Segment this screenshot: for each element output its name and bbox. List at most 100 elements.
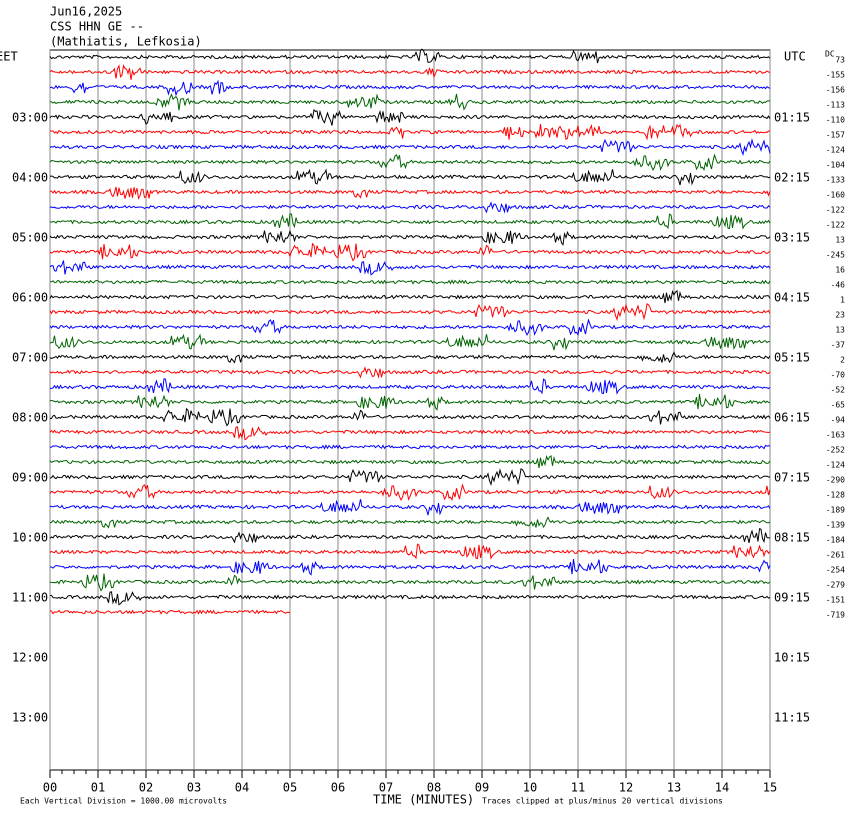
left-time: 06:00 [12, 291, 48, 305]
clip-note: Traces clipped at plus/minus 20 vertical… [482, 797, 723, 806]
right-time: 05:15 [774, 351, 810, 365]
dc-offset: -128 [826, 491, 845, 500]
right-time: 04:15 [774, 291, 810, 305]
left-zone: EET [0, 50, 18, 64]
trace [49, 186, 771, 200]
trace [49, 333, 771, 351]
dc-offset: -124 [826, 461, 845, 470]
title-line: Jun16,2025 [50, 5, 122, 19]
x-tick-label: 11 [571, 781, 585, 795]
dc-offset: -65 [831, 401, 846, 410]
trace [49, 213, 771, 230]
dc-offset: -94 [831, 416, 846, 425]
right-time: 07:15 [774, 471, 810, 485]
trace [49, 48, 771, 64]
right-time: 01:15 [774, 111, 810, 125]
dc-offset: -189 [826, 506, 845, 515]
dc-offset: 23 [835, 311, 845, 320]
trace [49, 543, 771, 560]
x-tick-label: 15 [763, 781, 777, 795]
trace [49, 64, 771, 80]
trace [49, 394, 771, 411]
left-time: 04:00 [12, 171, 48, 185]
left-time: 05:00 [12, 231, 48, 245]
dc-offset: -155 [826, 71, 845, 80]
trace [49, 516, 771, 529]
right-time: 08:15 [774, 531, 810, 545]
dc-offset: -157 [826, 131, 845, 140]
dc-offset: -156 [826, 86, 845, 95]
dc-offset: -279 [826, 581, 845, 590]
left-time: 11:00 [12, 591, 48, 605]
x-tick-label: 04 [235, 781, 249, 795]
left-time: 10:00 [12, 531, 48, 545]
trace [50, 609, 291, 615]
dc-offset: -52 [831, 386, 846, 395]
x-tick-label: 00 [43, 781, 57, 795]
trace [49, 229, 771, 246]
title-line: (Mathiatis, Lefkosia) [50, 35, 202, 49]
scale-note: Each Vertical Division = 1000.00 microvo… [20, 797, 227, 806]
left-time: 13:00 [12, 711, 48, 725]
dc-offset: -163 [826, 431, 845, 440]
dc-offset: -139 [826, 521, 845, 530]
x-tick-label: 01 [91, 781, 105, 795]
trace [49, 426, 771, 441]
dc-offset: -133 [826, 176, 845, 185]
trace [49, 454, 771, 469]
right-time: 02:15 [774, 171, 810, 185]
x-tick-label: 10 [523, 781, 537, 795]
trace [49, 444, 771, 450]
right-time: 09:15 [774, 591, 810, 605]
trace [49, 303, 771, 321]
x-tick-label: 08 [427, 781, 441, 795]
dc-offset: -37 [831, 341, 846, 350]
x-tick-label: 03 [187, 781, 201, 795]
trace [49, 260, 771, 276]
x-tick-label: 09 [475, 781, 489, 795]
x-tick-label: 14 [715, 781, 729, 795]
dc-label: DC [825, 50, 835, 59]
trace [50, 559, 771, 576]
trace [49, 108, 771, 126]
dc-offset: 16 [835, 266, 845, 275]
trace [49, 573, 771, 592]
dc-offset: -46 [831, 281, 846, 290]
dc-offset: -254 [826, 566, 845, 575]
trace [49, 483, 771, 502]
right-time: 10:15 [774, 651, 810, 665]
dc-offset: 13 [835, 326, 845, 335]
dc-offset: -184 [826, 536, 845, 545]
trace [49, 468, 771, 486]
trace [49, 351, 771, 364]
dc-offset: 2 [840, 356, 845, 365]
dc-offset: -122 [826, 221, 845, 230]
dc-offset: 13 [835, 236, 845, 245]
trace [49, 123, 771, 141]
trace [49, 499, 771, 516]
right-time: 06:15 [774, 411, 810, 425]
right-time: 03:15 [774, 231, 810, 245]
dc-offset: -261 [826, 551, 845, 560]
left-time: 08:00 [12, 411, 48, 425]
plot-frame [49, 49, 771, 771]
left-time: 12:00 [12, 651, 48, 665]
left-time: 07:00 [12, 351, 48, 365]
dc-offset: -290 [826, 476, 845, 485]
x-tick-label: 07 [379, 781, 393, 795]
trace [49, 366, 771, 379]
trace [49, 591, 771, 606]
dc-offset: -113 [826, 101, 845, 110]
dc-offset: -245 [826, 251, 845, 260]
dc-offset: 73 [835, 56, 845, 65]
left-time: 09:00 [12, 471, 48, 485]
trace [49, 242, 771, 262]
trace [49, 93, 771, 111]
dc-offset: -104 [826, 161, 845, 170]
trace [50, 279, 771, 285]
x-tick-label: 13 [667, 781, 681, 795]
x-tick-label: 06 [331, 781, 345, 795]
dc-offset: -70 [831, 371, 846, 380]
title-line: CSS HHN GE -- [50, 20, 144, 34]
